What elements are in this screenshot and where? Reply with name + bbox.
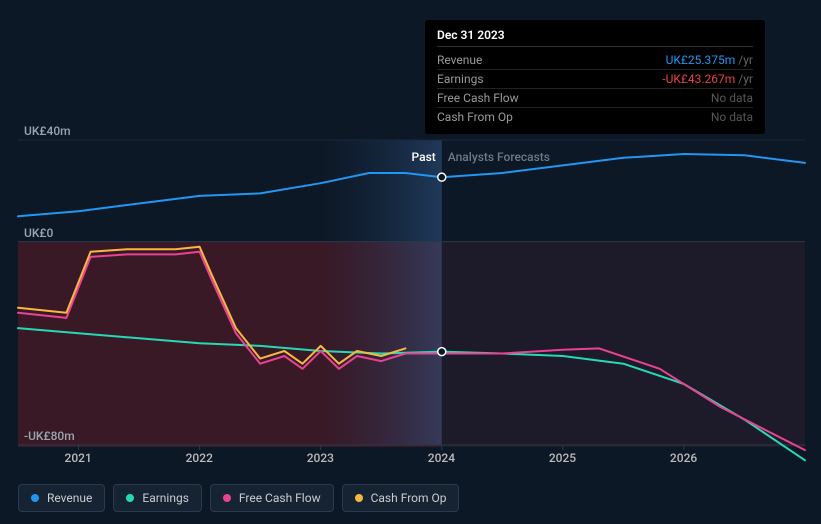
legend-item-label: Cash From Op	[371, 491, 447, 505]
tooltip-row-label: Revenue	[437, 53, 482, 67]
x-axis-tick-label: 2023	[307, 451, 334, 465]
tooltip-row: Cash From Op No data	[437, 108, 753, 126]
legend-dot-icon	[126, 494, 134, 502]
legend-dot-icon	[31, 494, 39, 502]
tooltip-row: Revenue UK£25.375m/yr	[437, 51, 753, 70]
legend-item-free-cash-flow[interactable]: Free Cash Flow	[210, 484, 334, 512]
y-axis-tick-label: -UK£80m	[24, 429, 75, 443]
tooltip-row: Earnings -UK£43.267m/yr	[437, 70, 753, 89]
tooltip-row-value: UK£25.375m	[666, 53, 736, 67]
tooltip-row-value: No data	[711, 91, 753, 105]
marker-dot	[438, 348, 446, 356]
y-axis-tick-label: UK£0	[24, 226, 53, 240]
tooltip-row-label: Cash From Op	[437, 110, 513, 124]
chart-tooltip: Dec 31 2023 RevenueUK£25.375m/yrEarnings…	[425, 20, 765, 134]
financial-chart: UK£40m UK£0 -UK£80m 2021 2022 2023 2024 2025 20…	[0, 0, 821, 524]
legend-item-label: Revenue	[47, 491, 92, 505]
x-axis-tick-label: 2025	[549, 451, 576, 465]
chart-legend: Revenue Earnings Free Cash Flow Cash From O…	[18, 484, 459, 512]
tooltip-row-unit: /yr	[738, 72, 753, 86]
legend-item-revenue[interactable]: Revenue	[18, 484, 105, 512]
legend-item-label: Free Cash Flow	[239, 491, 321, 505]
y-axis-tick-label: UK£40m	[24, 124, 71, 138]
past-zone-label: Past	[412, 150, 436, 164]
tooltip-row-value: -UK£43.267m	[662, 72, 735, 86]
legend-item-label: Earnings	[142, 491, 189, 505]
legend-dot-icon	[223, 494, 231, 502]
tooltip-date: Dec 31 2023	[437, 28, 753, 47]
legend-item-earnings[interactable]: Earnings	[113, 484, 202, 512]
tooltip-row-unit: /yr	[738, 53, 753, 67]
tooltip-row-label: Free Cash Flow	[437, 91, 519, 105]
legend-dot-icon	[355, 494, 363, 502]
x-axis-tick-label: 2021	[65, 451, 92, 465]
tooltip-row-label: Earnings	[437, 72, 484, 86]
x-axis-tick-label: 2026	[670, 451, 697, 465]
x-axis-tick-label: 2022	[186, 451, 213, 465]
legend-item-cash-from-op[interactable]: Cash From Op	[342, 484, 460, 512]
marker-dot	[438, 173, 446, 181]
x-axis-tick-label: 2024	[428, 451, 455, 465]
tooltip-row-value: No data	[711, 110, 753, 124]
tooltip-row: Free Cash Flow No data	[437, 89, 753, 108]
forecast-zone-label: Analysts Forecasts	[448, 150, 550, 164]
